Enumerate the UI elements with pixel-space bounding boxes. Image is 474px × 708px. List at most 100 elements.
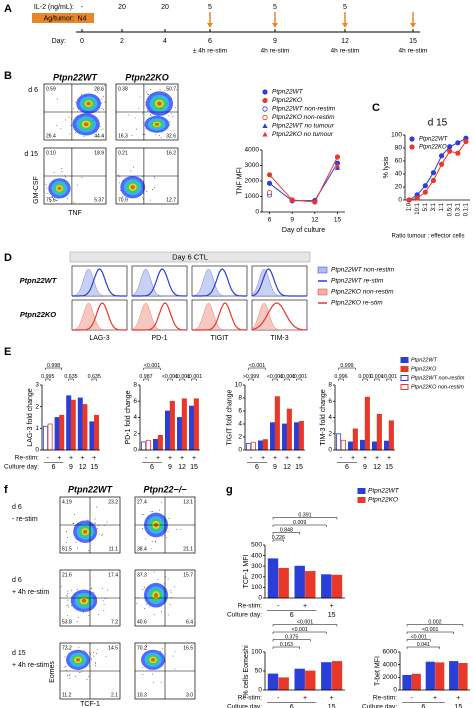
histogram-line xyxy=(192,302,247,331)
event-dot xyxy=(102,588,104,590)
significance-bracket xyxy=(272,378,278,381)
legend-label: Ptpn22WT non-restim xyxy=(331,267,395,274)
legend-label: Ptpn22KO xyxy=(419,145,447,151)
event-dot xyxy=(174,106,176,108)
event-dot xyxy=(159,89,161,91)
marker-label: TIGIT xyxy=(211,335,230,342)
x-tick-label: + xyxy=(303,695,307,702)
quadrant-value: 28.6 xyxy=(94,86,104,92)
p-value: <0.001 xyxy=(144,363,160,369)
event-dot xyxy=(170,590,172,592)
data-point xyxy=(334,162,341,168)
event-dot xyxy=(46,187,48,189)
day-label: 15 xyxy=(328,612,336,619)
event-dot xyxy=(71,589,73,591)
event-dot xyxy=(74,514,76,515)
y-axis-label: TCF-1 MFI xyxy=(243,555,250,589)
y-tick-label: 80 xyxy=(395,145,403,152)
density-contour xyxy=(75,658,81,662)
event-dot xyxy=(155,133,157,135)
significance-bracket xyxy=(45,378,51,381)
event-dot xyxy=(97,527,99,529)
event-dot xyxy=(149,199,151,201)
event-dot xyxy=(93,655,95,657)
x-tick-label: - xyxy=(47,455,50,462)
density-contour xyxy=(57,186,62,191)
density-contour xyxy=(153,593,159,598)
event-dot xyxy=(164,90,166,92)
marker-label: PD-1 xyxy=(152,335,168,342)
row-axis-label: Culture day: xyxy=(227,704,262,708)
histogram-line xyxy=(132,302,187,331)
significance-bracket xyxy=(406,646,440,649)
event-dot xyxy=(98,534,100,536)
p-value: 0.009 xyxy=(293,520,306,526)
event-dot xyxy=(172,116,174,117)
event-dot xyxy=(133,166,135,168)
event-dot xyxy=(146,644,147,646)
event-dot xyxy=(148,606,150,608)
significance-bracket xyxy=(338,367,356,370)
y-tick-label: 0 xyxy=(393,687,397,694)
event-dot xyxy=(139,498,141,500)
event-dot xyxy=(160,137,162,139)
event-dot xyxy=(157,579,159,581)
event-dot xyxy=(151,673,153,675)
p-value: <0.001 xyxy=(249,363,265,369)
quadrant-value: 4.19 xyxy=(62,499,72,505)
event-dot xyxy=(53,171,55,173)
histogram-fill xyxy=(131,302,187,331)
data-point xyxy=(455,150,461,156)
quadrant-value: 17.4 xyxy=(108,572,118,578)
event-dot xyxy=(167,614,169,616)
y-tick-label: 0 xyxy=(35,447,39,454)
data-point xyxy=(266,180,273,186)
x-tick-label: + xyxy=(156,455,160,462)
row-axis-label: Re-stim: xyxy=(238,695,262,702)
event-dot xyxy=(64,656,66,658)
bar xyxy=(169,400,175,451)
data-point xyxy=(463,138,469,145)
y-tick-label: 0 xyxy=(133,447,137,454)
event-dot xyxy=(74,675,76,677)
event-dot xyxy=(152,189,154,191)
bar xyxy=(352,428,358,451)
legend-swatch xyxy=(317,266,328,274)
row-axis-label: Culture day: xyxy=(227,612,262,619)
bar xyxy=(293,422,300,451)
day-value: 2 xyxy=(120,38,124,45)
bar xyxy=(94,414,100,451)
x-tick-label: - xyxy=(277,695,280,702)
data-point xyxy=(455,140,461,146)
x-tick-label: 3:1 xyxy=(431,202,437,211)
legend-swatch xyxy=(400,375,409,381)
event-dot xyxy=(169,604,171,606)
p-value: 0.996 xyxy=(334,374,347,380)
legend-label: Ptpn22KO non-restim xyxy=(331,289,394,296)
quadrant-value: 21.6 xyxy=(62,572,72,578)
event-dot xyxy=(64,176,66,178)
event-dot xyxy=(150,511,152,513)
p-value: 0.226 xyxy=(272,535,285,541)
event-dot xyxy=(93,592,95,594)
restim-arrowhead xyxy=(272,23,278,28)
density-contour xyxy=(81,598,87,603)
day-label: 12 xyxy=(178,464,186,471)
marker-label: TIM-3 xyxy=(270,335,288,342)
event-dot xyxy=(168,115,170,117)
bar xyxy=(278,677,289,691)
y-axis-label: TIGIT fold change xyxy=(227,389,234,445)
y-tick-label: 3 xyxy=(35,382,39,389)
bar xyxy=(181,398,187,451)
y-tick-label: 200 xyxy=(251,574,262,581)
p-value: 0.987 xyxy=(139,374,152,380)
event-dot xyxy=(68,606,69,608)
bar xyxy=(402,675,412,691)
y-axis-label: T-bet MFI xyxy=(374,656,381,686)
bar xyxy=(250,441,256,451)
day-value: 9 xyxy=(273,38,277,45)
density-contour xyxy=(150,658,156,662)
bar xyxy=(331,661,343,691)
bar xyxy=(164,410,171,451)
legend-label: Ptpn22WT xyxy=(411,357,438,363)
